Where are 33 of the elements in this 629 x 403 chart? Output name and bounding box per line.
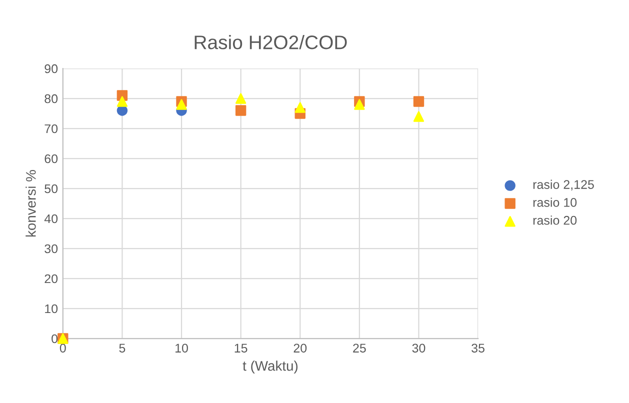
y-tick-label: 20 (44, 274, 58, 284)
legend-label: rasio 20 (533, 216, 577, 225)
point (413, 111, 424, 122)
point (413, 96, 424, 107)
x-tick-label: 20 (294, 344, 307, 353)
y-tick-label: 90 (44, 64, 58, 74)
point (235, 93, 246, 104)
x-tick-label: 5 (119, 344, 126, 353)
x-tick-label: 10 (176, 344, 188, 353)
point (294, 102, 306, 113)
point (116, 96, 128, 107)
y-tick-label: 10 (45, 304, 58, 314)
point (354, 99, 365, 110)
legend-label: rasio 10 (533, 198, 577, 207)
chart-title: Rasio H2O2/COD (194, 34, 347, 50)
x-tick-label: 15 (234, 344, 248, 353)
y-tick-label: 0 (52, 334, 58, 344)
y-tick-label: 70 (44, 124, 58, 134)
x-tick-label: 30 (412, 344, 426, 353)
x-tick-label: 35 (472, 344, 484, 353)
y-tick-label: 60 (44, 154, 58, 164)
y-tick-label: 50 (44, 184, 58, 194)
y-tick-label: 80 (44, 94, 58, 104)
point (176, 99, 187, 110)
point (235, 105, 246, 116)
y-axis-title: konversi % (26, 170, 36, 237)
x-tick-label: 0 (60, 344, 66, 353)
point (116, 105, 128, 116)
y-tick-label: 30 (44, 244, 58, 254)
legend-label: rasio 2,125 (533, 180, 594, 190)
x-tick-label: 25 (353, 344, 366, 353)
y-tick-label: 40 (44, 214, 58, 224)
x-axis-title: t (Waktu) (242, 360, 298, 374)
